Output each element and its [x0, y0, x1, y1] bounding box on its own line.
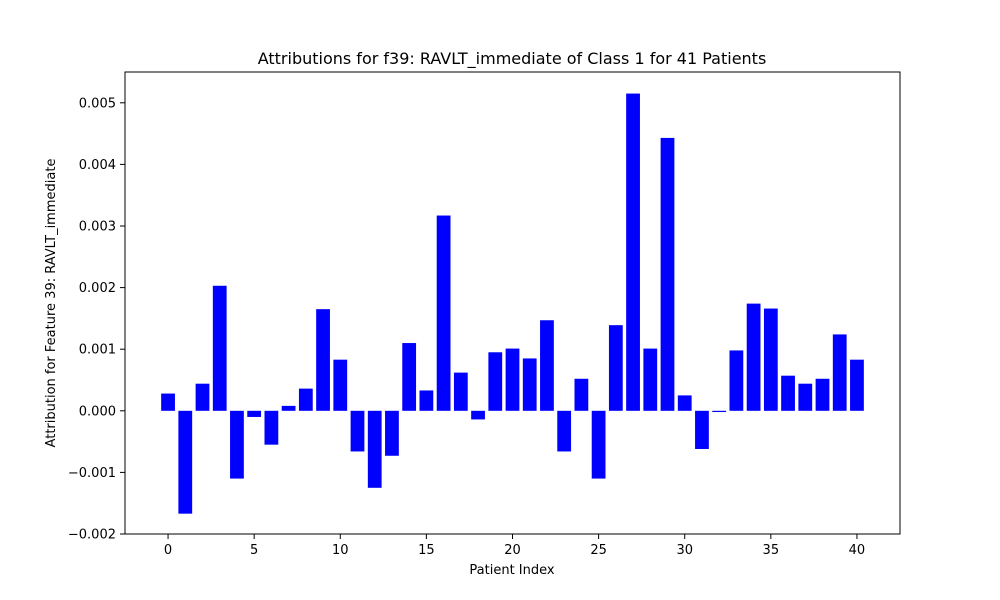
bar-patient-19 [488, 352, 503, 411]
bar-patient-23 [557, 410, 572, 452]
bar-patient-25 [591, 410, 606, 479]
y-tick-label: −0.002 [68, 528, 116, 543]
bar-patient-29 [660, 137, 675, 411]
x-tick-label: 25 [590, 543, 607, 558]
y-tick-label: 0.002 [79, 281, 116, 296]
bar-patient-17 [453, 372, 468, 411]
bar-patient-14 [402, 343, 417, 411]
bar-patient-9 [316, 309, 330, 411]
x-tick-label: 0 [164, 543, 172, 558]
bar-patient-5 [247, 410, 262, 417]
bar-patient-40 [850, 359, 864, 411]
ticks-layer: 0 5 10 15 20 25 30 35 40 −0.002 −0.001 0.000 0.001 0.… [68, 96, 865, 558]
bar-patient-32 [712, 410, 727, 413]
y-axis-label: Attribution for Feature 39: RAVLT_immedi… [44, 159, 59, 448]
bar-patient-36 [781, 375, 795, 411]
bar-patient-3 [212, 285, 227, 411]
bar-patient-33 [729, 350, 744, 411]
y-tick-label: 0.000 [79, 404, 116, 419]
x-tick-label: 10 [332, 543, 349, 558]
bar-patient-24 [574, 378, 589, 411]
x-tick-label: 5 [250, 543, 258, 558]
bar-patient-37 [798, 383, 813, 411]
bar-patient-21 [522, 358, 537, 411]
bar-patient-1 [178, 410, 193, 514]
bar-patient-30 [677, 395, 692, 411]
x-tick-label: 30 [676, 543, 693, 558]
bar-patient-2 [195, 383, 210, 411]
x-axis-label: Patient Index [469, 563, 554, 578]
bar-patient-35 [763, 308, 778, 411]
bar-patient-13 [385, 410, 399, 456]
bar-patient-38 [815, 378, 830, 411]
y-tick-label: 0.003 [79, 220, 116, 235]
x-tick-label: 40 [849, 543, 866, 558]
x-tick-label: 35 [763, 543, 780, 558]
bar-patient-18 [471, 410, 485, 420]
y-tick-label: 0.001 [79, 343, 116, 358]
bar-patient-11 [350, 410, 365, 452]
x-tick-label: 15 [418, 543, 435, 558]
chart-title: Attributions for f39: RAVLT_immediate of… [258, 49, 767, 69]
bar-patient-31 [695, 410, 709, 449]
bar-patient-12 [367, 410, 382, 488]
bar-patient-6 [264, 410, 279, 445]
y-tick-label: 0.005 [79, 96, 116, 111]
bar-patient-26 [608, 325, 623, 411]
bar-patient-34 [746, 303, 761, 411]
bar-patient-28 [643, 348, 658, 411]
plot-frame [124, 71, 901, 535]
bar-patient-7 [281, 405, 296, 411]
y-tick-label: −0.001 [68, 466, 116, 481]
bars-layer [161, 93, 864, 514]
bar-patient-0 [161, 393, 175, 411]
bar-patient-8 [298, 388, 313, 411]
bar-patient-16 [436, 215, 451, 411]
y-tick-label: 0.004 [79, 158, 116, 173]
bar-patient-27 [626, 93, 640, 411]
bar-patient-10 [333, 359, 348, 411]
bar-patient-39 [832, 334, 847, 411]
bar-patient-22 [540, 320, 554, 411]
bar-patient-20 [505, 348, 520, 411]
x-tick-label: 20 [504, 543, 521, 558]
bar-patient-15 [419, 390, 434, 411]
bar-patient-4 [230, 410, 244, 479]
